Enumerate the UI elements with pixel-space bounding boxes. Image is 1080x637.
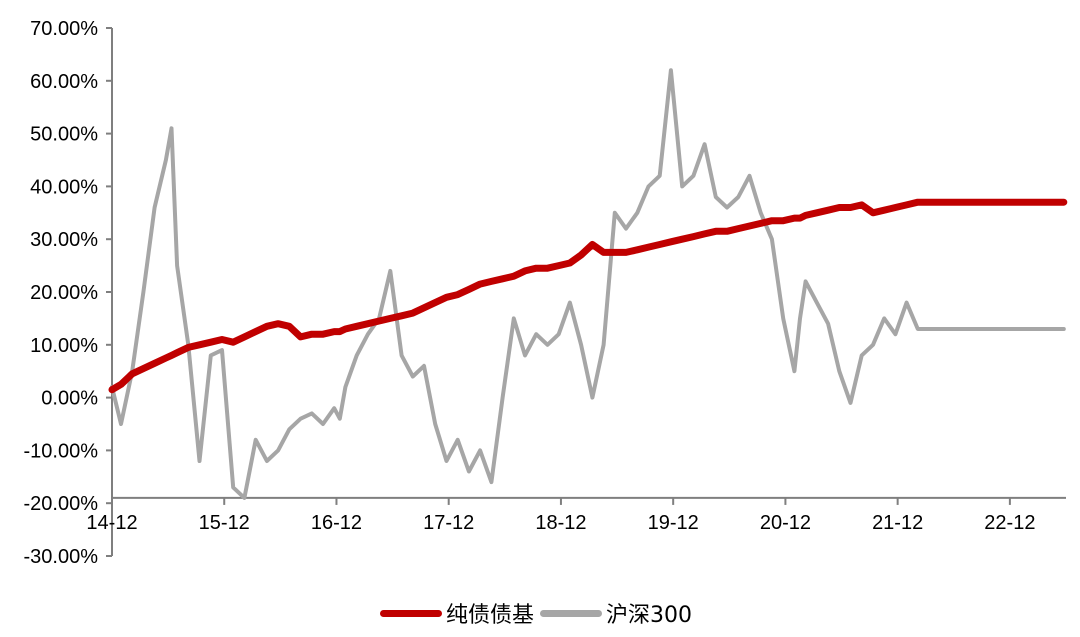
series-line-bond-fund (108, 198, 1068, 394)
x-tick-label: 17-12 (423, 512, 474, 534)
y-axis-tick-labels: 70.00% 60.00% 50.00% 40.00% 30.00% 20.00% 10.0… (24, 18, 99, 568)
y-tick-label: 0.00% (41, 388, 98, 410)
legend-swatch-bond-fund (380, 609, 442, 617)
y-tick-label: 30.00% (30, 229, 98, 251)
y-tick-label: 10.00% (30, 335, 98, 357)
x-tick-label: 18-12 (535, 512, 586, 534)
y-tick-label: 70.00% (30, 18, 98, 40)
series-lines (108, 68, 1068, 500)
y-tick-label: -30.00% (24, 546, 99, 568)
x-tick-label: 15-12 (199, 512, 250, 534)
legend-item-bond-fund: 纯债债基 (380, 597, 534, 629)
y-tick-label: 40.00% (30, 176, 98, 198)
x-tick-label: 19-12 (648, 512, 699, 534)
y-axis (106, 27, 113, 557)
x-tick-label: 16-12 (311, 512, 362, 534)
legend-swatch-csi300 (540, 609, 603, 617)
legend-item-csi300: 沪深300 (540, 597, 692, 629)
x-tick-label: 14-12 (86, 512, 137, 534)
x-tick-label: 20-12 (760, 512, 811, 534)
y-tick-label: 50.00% (30, 124, 98, 146)
x-tick-label: 21-12 (872, 512, 923, 534)
y-tick-label: -20.00% (24, 493, 99, 515)
x-axis-tick-labels: 14-12 15-12 16-12 17-12 18-12 19-12 20-12 21-12… (86, 512, 1035, 534)
legend: 纯债债基 沪深300 (380, 598, 698, 628)
y-tick-label: -10.00% (24, 440, 99, 462)
legend-label-bond-fund: 纯债债基 (446, 603, 535, 628)
x-tick-label: 22-12 (984, 512, 1035, 534)
legend-label-csi300: 沪深300 (606, 603, 693, 628)
x-axis (111, 496, 1066, 505)
y-tick-label: 20.00% (30, 282, 98, 304)
series-line-csi300 (110, 68, 1066, 500)
y-tick-label: 60.00% (30, 71, 98, 93)
